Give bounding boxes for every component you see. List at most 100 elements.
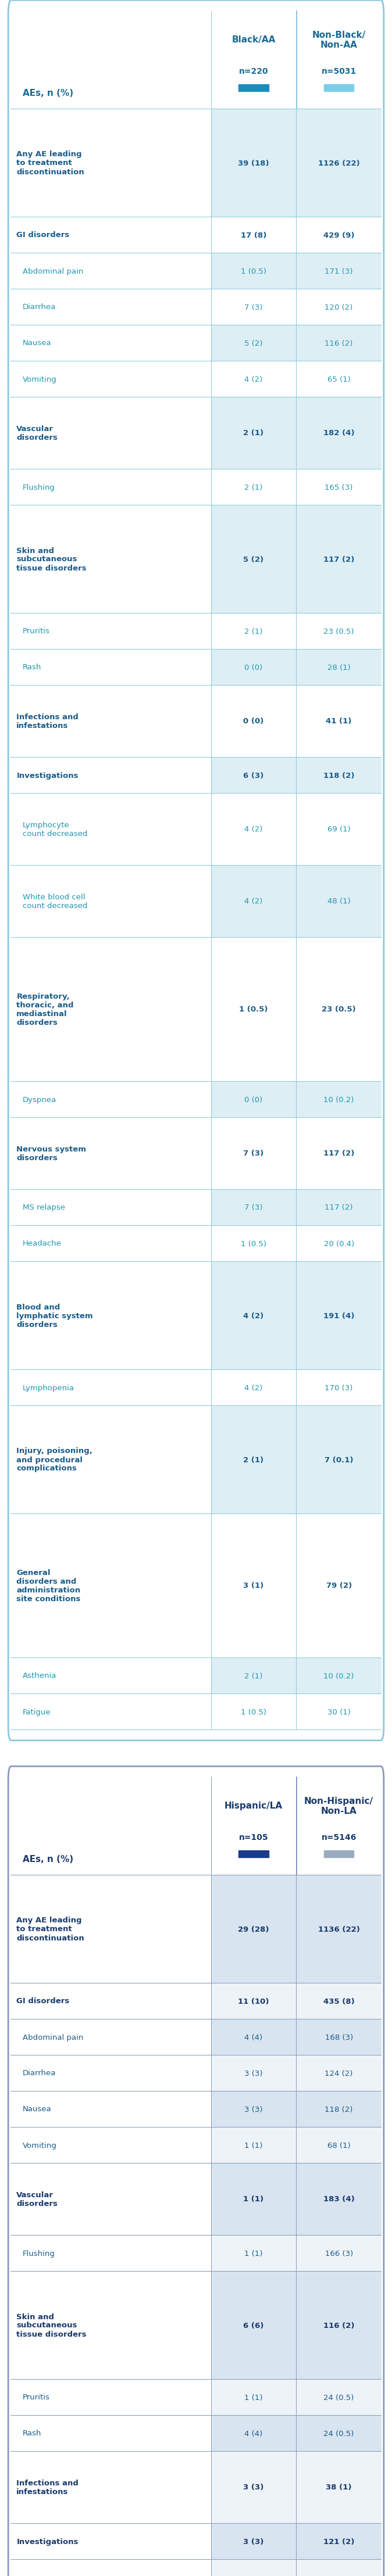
Text: Pruritis: Pruritis — [22, 2393, 50, 2401]
Text: Abdominal pain: Abdominal pain — [22, 2032, 83, 2040]
Text: 1 (0.5): 1 (0.5) — [239, 1007, 268, 1012]
Text: 5 (2): 5 (2) — [243, 556, 264, 564]
Text: Blood and
lymphatic system
disorders: Blood and lymphatic system disorders — [16, 1303, 93, 1329]
Text: 4 (2): 4 (2) — [244, 899, 263, 904]
Text: Diarrhea: Diarrhea — [22, 2069, 56, 2076]
Text: Diarrhea: Diarrhea — [22, 304, 56, 312]
Text: 3 (1): 3 (1) — [243, 1582, 264, 1589]
Text: n=220: n=220 — [239, 67, 268, 75]
Text: 7 (3): 7 (3) — [244, 1203, 263, 1211]
Text: 10 (0.2): 10 (0.2) — [324, 1095, 354, 1103]
Text: 1 (1): 1 (1) — [244, 2141, 263, 2148]
Text: 3 (3): 3 (3) — [244, 2105, 263, 2112]
Text: Vascular
disorders: Vascular disorders — [16, 2192, 58, 2208]
Text: Non-Hispanic/
Non-LA: Non-Hispanic/ Non-LA — [304, 1798, 374, 1816]
Text: Infections and
infestations: Infections and infestations — [16, 714, 79, 729]
Text: 1 (1): 1 (1) — [244, 2249, 263, 2257]
Text: 4 (4): 4 (4) — [245, 2429, 263, 2437]
Text: 30 (1): 30 (1) — [327, 1708, 350, 1716]
Text: Lymphocyte
count decreased: Lymphocyte count decreased — [22, 822, 87, 837]
Text: 1 (0.5): 1 (0.5) — [241, 1708, 266, 1716]
Text: 170 (3): 170 (3) — [325, 1383, 353, 1391]
Text: Vomiting: Vomiting — [22, 2141, 57, 2148]
Text: 39 (18): 39 (18) — [238, 160, 269, 167]
Text: 1 (1): 1 (1) — [244, 2393, 263, 2401]
Text: 2 (1): 2 (1) — [243, 430, 264, 438]
FancyBboxPatch shape — [8, 1767, 384, 2576]
Text: Vascular
disorders: Vascular disorders — [16, 425, 58, 440]
Bar — [239, 1850, 269, 1857]
Bar — [239, 85, 269, 90]
Text: 3 (3): 3 (3) — [244, 2069, 263, 2076]
Text: 7 (3): 7 (3) — [244, 304, 263, 312]
Text: 4 (4): 4 (4) — [245, 2032, 263, 2040]
Text: Fatigue: Fatigue — [22, 1708, 51, 1716]
Text: White blood cell
count decreased: White blood cell count decreased — [22, 894, 87, 909]
Text: Asthenia: Asthenia — [22, 1672, 56, 1680]
Text: 118 (2): 118 (2) — [325, 2105, 353, 2112]
Text: 7 (0.1): 7 (0.1) — [325, 1455, 353, 1463]
Text: 168 (3): 168 (3) — [325, 2032, 353, 2040]
Text: 166 (3): 166 (3) — [325, 2249, 353, 2257]
Text: Nervous system
disorders: Nervous system disorders — [16, 1146, 86, 1162]
Text: 11 (10): 11 (10) — [238, 1996, 269, 2004]
Text: 171 (3): 171 (3) — [325, 268, 353, 276]
Text: Abdominal pain: Abdominal pain — [22, 268, 83, 276]
Text: AEs, n (%): AEs, n (%) — [22, 1855, 73, 1862]
Text: 429 (9): 429 (9) — [323, 232, 354, 240]
Text: Non-Black/
Non-AA: Non-Black/ Non-AA — [312, 31, 366, 49]
Text: 23 (0.5): 23 (0.5) — [323, 629, 354, 636]
Text: 38 (1): 38 (1) — [326, 2483, 352, 2491]
Text: 2 (1): 2 (1) — [244, 629, 263, 636]
Text: 2 (1): 2 (1) — [244, 1672, 263, 1680]
Text: 1 (1): 1 (1) — [243, 2195, 264, 2202]
Text: n=5146: n=5146 — [321, 1834, 356, 1842]
Text: 68 (1): 68 (1) — [327, 2141, 350, 2148]
Text: 3 (3): 3 (3) — [243, 2483, 264, 2491]
Text: Flushing: Flushing — [22, 2249, 55, 2257]
Text: 2 (1): 2 (1) — [243, 1455, 264, 1463]
Text: GI disorders: GI disorders — [16, 1996, 69, 2004]
Text: n=105: n=105 — [239, 1834, 268, 1842]
Text: 0 (0): 0 (0) — [245, 665, 263, 672]
Text: 116 (2): 116 (2) — [325, 340, 353, 348]
Text: 183 (4): 183 (4) — [323, 2195, 354, 2202]
Text: 5 (2): 5 (2) — [244, 340, 263, 348]
Text: 2 (1): 2 (1) — [244, 484, 263, 492]
Text: 4 (2): 4 (2) — [244, 1383, 263, 1391]
Text: Investigations: Investigations — [16, 773, 78, 781]
Text: GI disorders: GI disorders — [16, 232, 69, 240]
Text: 121 (2): 121 (2) — [323, 2537, 354, 2545]
Text: 3 (3): 3 (3) — [243, 2537, 264, 2545]
Text: 20 (0.4): 20 (0.4) — [324, 1239, 354, 1247]
Text: Lymphopenia: Lymphopenia — [22, 1383, 74, 1391]
Text: 117 (2): 117 (2) — [323, 1149, 354, 1157]
Text: Pruritis: Pruritis — [22, 629, 50, 636]
Text: 17 (8): 17 (8) — [241, 232, 267, 240]
Text: 6 (6): 6 (6) — [243, 2321, 264, 2329]
Text: Respiratory,
thoracic, and
mediastinal
disorders: Respiratory, thoracic, and mediastinal d… — [16, 992, 74, 1028]
Text: Black/AA: Black/AA — [232, 36, 276, 44]
Text: Hispanic/LA: Hispanic/LA — [224, 1801, 283, 1811]
Text: 1 (0.5): 1 (0.5) — [241, 1239, 266, 1247]
Text: 120 (2): 120 (2) — [325, 304, 353, 312]
Text: 165 (3): 165 (3) — [325, 484, 353, 492]
Text: General
disorders and
administration
site conditions: General disorders and administration sit… — [16, 1569, 81, 1602]
Text: 0 (0): 0 (0) — [243, 719, 264, 726]
Text: Any AE leading
to treatment
discontinuation: Any AE leading to treatment discontinuat… — [16, 1917, 84, 1942]
Bar — [324, 85, 354, 90]
Text: 1126 (22): 1126 (22) — [318, 160, 360, 167]
Text: 1 (0.5): 1 (0.5) — [241, 268, 266, 276]
Text: Headache: Headache — [22, 1239, 62, 1247]
Text: MS relapse: MS relapse — [22, 1203, 65, 1211]
Text: Any AE leading
to treatment
discontinuation: Any AE leading to treatment discontinuat… — [16, 152, 84, 175]
Text: 182 (4): 182 (4) — [323, 430, 354, 438]
Text: Dyspnea: Dyspnea — [22, 1095, 56, 1103]
Text: 117 (2): 117 (2) — [323, 556, 354, 564]
Text: Investigations: Investigations — [16, 2537, 78, 2545]
Text: 79 (2): 79 (2) — [326, 1582, 352, 1589]
Text: 4 (2): 4 (2) — [243, 1311, 264, 1319]
FancyBboxPatch shape — [8, 0, 384, 1741]
Text: Vomiting: Vomiting — [22, 376, 57, 384]
Text: Nausea: Nausea — [22, 2105, 51, 2112]
